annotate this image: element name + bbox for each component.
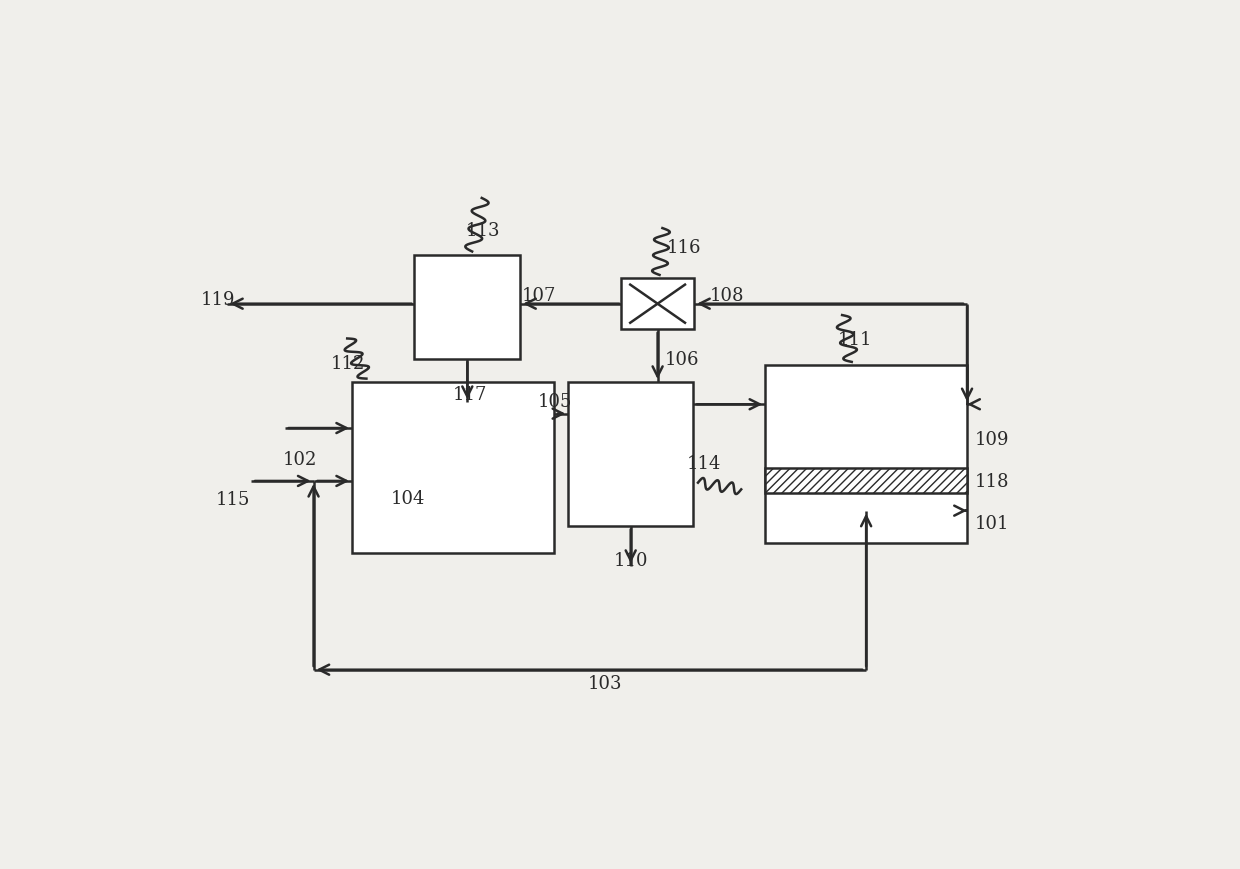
Text: 110: 110 <box>614 552 647 569</box>
Text: 104: 104 <box>391 490 425 508</box>
Text: 114: 114 <box>687 455 720 474</box>
Text: 108: 108 <box>709 288 744 305</box>
Text: 109: 109 <box>975 431 1009 449</box>
Text: 111: 111 <box>837 331 872 349</box>
Text: 103: 103 <box>588 675 622 693</box>
Bar <box>352 382 554 553</box>
Text: 102: 102 <box>283 451 317 469</box>
Text: 107: 107 <box>522 288 557 305</box>
Bar <box>765 365 967 542</box>
Text: 101: 101 <box>975 514 1009 533</box>
Text: 106: 106 <box>665 351 699 368</box>
Text: 112: 112 <box>331 355 366 373</box>
Bar <box>621 278 694 329</box>
Text: 116: 116 <box>667 239 702 257</box>
Bar <box>568 382 693 526</box>
Bar <box>765 468 967 493</box>
Text: 113: 113 <box>465 222 500 241</box>
Text: 117: 117 <box>453 387 487 404</box>
Text: 115: 115 <box>216 491 250 509</box>
Text: 105: 105 <box>537 393 572 411</box>
Bar <box>414 255 521 359</box>
Text: 119: 119 <box>201 291 236 309</box>
Text: 118: 118 <box>975 474 1009 491</box>
